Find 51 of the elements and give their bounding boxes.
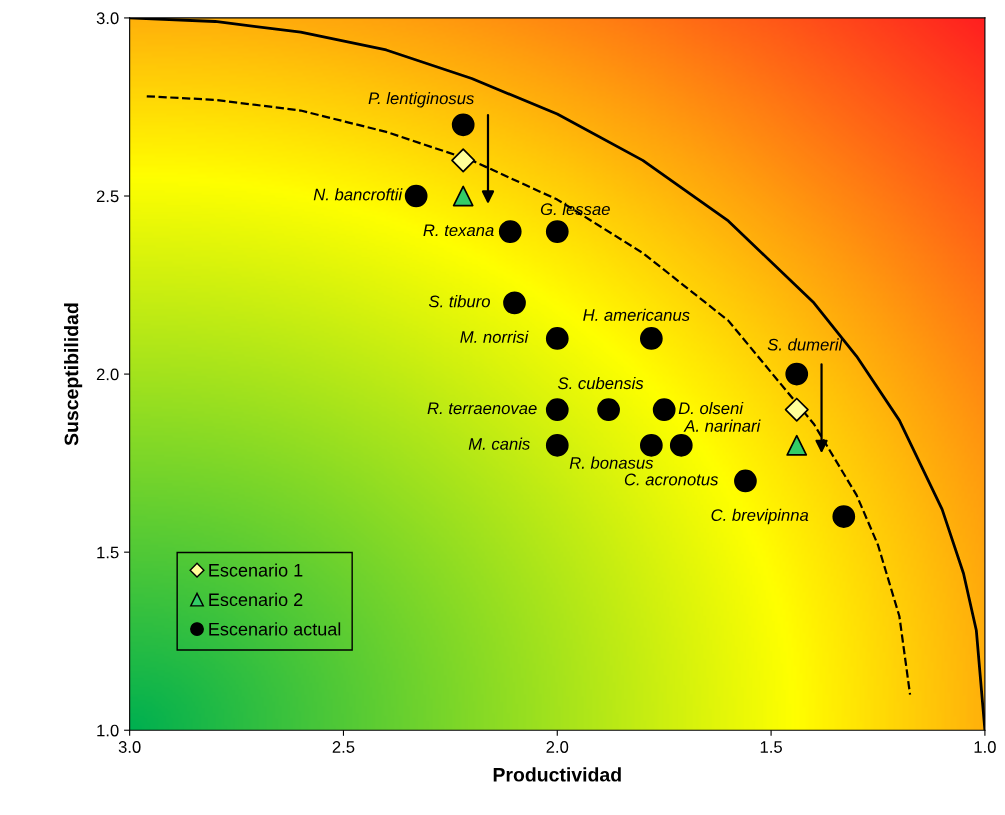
annotation: C. brevipinna bbox=[711, 508, 809, 525]
annotation: M. norrisi bbox=[460, 330, 529, 343]
y-tick-label: 1.5 bbox=[97, 546, 119, 559]
point bbox=[498, 220, 522, 243]
annotation: R. bonasus bbox=[569, 456, 654, 469]
x-axis-title: Productividad bbox=[493, 767, 621, 782]
y-tick-label: 1.0 bbox=[97, 724, 119, 737]
point bbox=[639, 433, 663, 457]
point bbox=[786, 434, 808, 456]
legend-label: Escenario actual bbox=[209, 622, 341, 636]
annotation: S. cubensis bbox=[557, 376, 644, 390]
point bbox=[545, 433, 569, 457]
legend-label: Escenario 1 bbox=[209, 563, 303, 577]
annotation: S. tiburo bbox=[428, 295, 490, 308]
point bbox=[785, 362, 809, 386]
annotation: M. canis bbox=[468, 437, 530, 450]
annotation: A. narinari bbox=[683, 419, 761, 432]
annotation: C. acronotus bbox=[624, 473, 719, 486]
x-tick-label: 2.0 bbox=[546, 741, 569, 753]
point bbox=[784, 397, 809, 422]
x-tick-label: 1.0 bbox=[974, 741, 996, 753]
x-tick-label: 2.5 bbox=[332, 741, 355, 753]
point bbox=[451, 113, 475, 137]
point bbox=[503, 291, 526, 315]
annotation: G. lessae bbox=[540, 202, 610, 216]
point bbox=[452, 185, 474, 207]
y-axis-title: Susceptibilidad bbox=[64, 303, 83, 446]
annotation: H. americanus bbox=[583, 308, 690, 321]
annotation: N. bancroftii bbox=[313, 188, 403, 201]
y-tick-label: 3.0 bbox=[96, 12, 119, 25]
annotation: P. lentiginosus bbox=[368, 92, 474, 108]
point bbox=[545, 327, 569, 350]
point bbox=[451, 148, 476, 173]
y-tick-label: 2.0 bbox=[96, 368, 119, 381]
point bbox=[734, 469, 757, 493]
point bbox=[669, 433, 693, 457]
annotation: R. terraenovae bbox=[427, 402, 537, 415]
point bbox=[832, 505, 856, 528]
legend-label: Escenario 2 bbox=[209, 592, 303, 607]
y-tick-label: 2.5 bbox=[96, 190, 119, 203]
x-tick-label: 3.0 bbox=[118, 741, 141, 753]
point bbox=[652, 398, 676, 422]
point bbox=[404, 184, 428, 208]
annotation: S. dumeril bbox=[767, 338, 843, 351]
annotation: D. olseni bbox=[678, 401, 744, 415]
point bbox=[545, 398, 569, 422]
annotation: R. texana bbox=[423, 224, 494, 237]
point bbox=[639, 327, 663, 350]
point bbox=[545, 220, 569, 243]
x-tick-label: 1.5 bbox=[760, 741, 782, 753]
point bbox=[597, 398, 620, 422]
